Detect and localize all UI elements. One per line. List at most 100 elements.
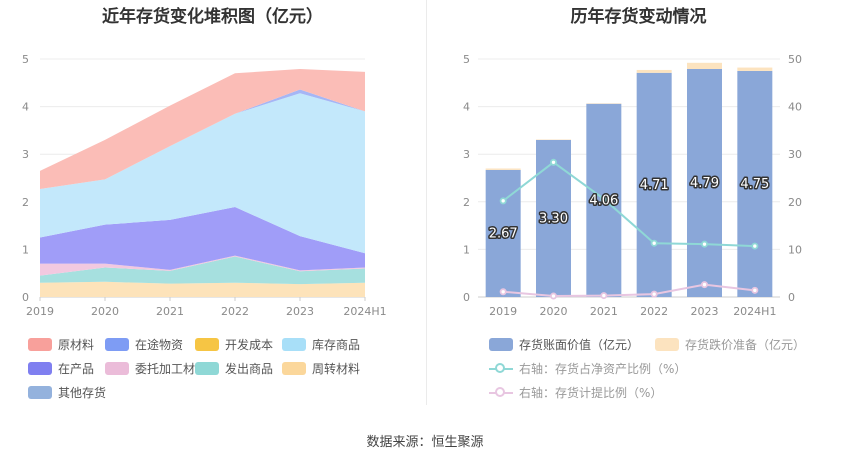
legend-swatch [489,386,513,399]
left-y-tick-label: 0 [22,291,29,304]
area-series-库存商品 [40,93,365,254]
right-legend-item[interactable]: 存货账面价值（亿元） [489,336,639,353]
right-x-tick-label: 2022 [640,305,668,318]
left-legend-item[interactable]: 其他存货 [28,384,106,401]
left-chart-title: 近年存货变化堆积图（亿元） [102,7,323,27]
right-y2-tick-label: 50 [788,53,802,66]
bar-value-label: 2.67 [489,226,518,241]
bar-value-label: 4.71 [640,178,669,193]
line-point [650,290,658,298]
line-point [550,292,558,300]
legend-swatch [28,338,52,351]
legend-swatch [489,338,513,351]
bar-impairment-provision [485,168,521,170]
left-legend-item[interactable]: 原材料 [28,336,94,353]
legend-label: 右轴：存货计提比例（%） [519,386,663,400]
bar-impairment-provision [636,69,672,73]
area-series-周转材料 [40,281,365,297]
legend-label: 发出商品 [225,362,274,376]
legend-swatch [195,338,219,351]
legend-label: 周转材料 [312,362,361,376]
line-point [499,197,507,205]
line-point [499,288,507,296]
legend-label: 开发成本 [225,338,274,352]
area-series-在产品 [40,207,365,271]
legend-label: 存货跌价准备（亿元） [685,338,806,352]
bar-value-label: 4.06 [589,193,618,208]
line-point [550,158,558,166]
right-x-tick-label: 2023 [691,305,719,318]
legend-swatch [105,362,129,375]
legend-label: 委托加工材料 [135,362,208,376]
left-legend-item[interactable]: 发出商品 [195,360,273,377]
legend-swatch [655,338,679,351]
right-x-tick-label: 2020 [540,305,568,318]
left-y-tick-label: 2 [22,196,29,209]
right-y2-tick-label: 10 [788,243,802,256]
right-x-tick-label: 2019 [489,305,517,318]
area-series-原材料 [40,68,365,189]
legend-swatch [489,362,513,375]
right-y2-tick-label: 0 [788,291,795,304]
legend-swatch [282,362,306,375]
right-y-tick-label: 4 [463,101,470,114]
right-y2-tick-label: 40 [788,101,802,114]
left-x-tick-label: 2021 [156,305,184,318]
line-point [751,286,759,294]
right-y-tick-label: 2 [463,196,470,209]
left-legend-item[interactable]: 在途物资 [105,336,183,353]
panel-divider [426,0,427,405]
bar-impairment-provision [737,67,773,71]
left-y-tick-label: 3 [22,148,29,161]
right-y-tick-label: 0 [463,291,470,304]
left-legend-item[interactable]: 周转材料 [282,360,360,377]
legend-label: 库存商品 [312,338,361,352]
left-legend-item[interactable]: 开发成本 [195,336,273,353]
right-y2-tick-label: 20 [788,196,802,209]
line-series-provision-ratio [503,283,755,298]
legend-label: 在途物资 [135,338,184,352]
left-x-tick-label: 2020 [91,305,119,318]
line-point [701,281,709,289]
data-source-note: 数据来源：恒生聚源 [366,435,484,450]
right-y-tick-label: 3 [463,148,470,161]
bar-book-value [737,70,773,298]
bar-value-label: 4.79 [690,176,719,191]
area-series-委托加工材料 [40,255,365,276]
legend-label: 原材料 [58,338,95,352]
line-point [600,195,608,203]
legend-swatch [105,338,129,351]
right-y2-tick-label: 30 [788,148,802,161]
bar-value-label: 4.75 [740,177,769,192]
left-x-tick-label: 2019 [26,305,54,318]
left-x-tick-label: 2024H1 [343,305,386,318]
left-x-tick-label: 2023 [286,305,314,318]
left-legend-item[interactable]: 在产品 [28,360,94,377]
right-legend-item[interactable]: 右轴：存货占净资产比例（%） [489,360,686,377]
legend-label: 在产品 [58,362,95,376]
line-point [701,240,709,248]
line-point [600,292,608,300]
legend-swatch [282,338,306,351]
line-point [751,242,759,250]
bar-book-value [636,72,672,297]
bar-book-value [687,68,722,297]
left-y-tick-label: 1 [22,243,29,256]
area-series-发出商品 [40,256,365,285]
left-y-tick-label: 4 [22,101,29,114]
line-point [650,239,658,247]
legend-label: 右轴：存货占净资产比例（%） [519,362,687,376]
right-y-tick-label: 1 [463,243,470,256]
right-y-tick-label: 5 [463,53,470,66]
right-legend-item[interactable]: 右轴：存货计提比例（%） [489,384,662,401]
bar-impairment-provision [687,62,722,69]
legend-label: 其他存货 [58,386,107,400]
right-legend-item[interactable]: 存货跌价准备（亿元） [655,336,805,353]
left-legend-item[interactable]: 委托加工材料 [105,360,207,377]
right-chart-title: 历年存货变动情况 [570,7,707,27]
left-legend-item[interactable]: 库存商品 [282,336,360,353]
legend-swatch [28,362,52,375]
right-x-tick-label: 2021 [590,305,618,318]
right-x-tick-label: 2024H1 [733,305,776,318]
